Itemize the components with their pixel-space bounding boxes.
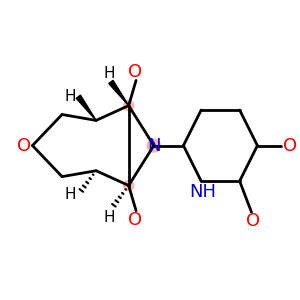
Text: NH: NH [189,183,216,201]
Text: H: H [64,187,76,202]
Text: H: H [64,89,76,104]
Circle shape [124,100,134,111]
Circle shape [147,139,160,152]
Polygon shape [109,80,129,106]
Text: O: O [17,136,31,154]
Circle shape [124,181,134,190]
Text: O: O [128,63,142,81]
Text: N: N [147,136,160,154]
Text: H: H [104,210,115,225]
Text: H: H [104,66,115,81]
Polygon shape [76,95,96,120]
Text: O: O [246,212,260,230]
Text: O: O [283,136,297,154]
Text: O: O [128,211,142,229]
